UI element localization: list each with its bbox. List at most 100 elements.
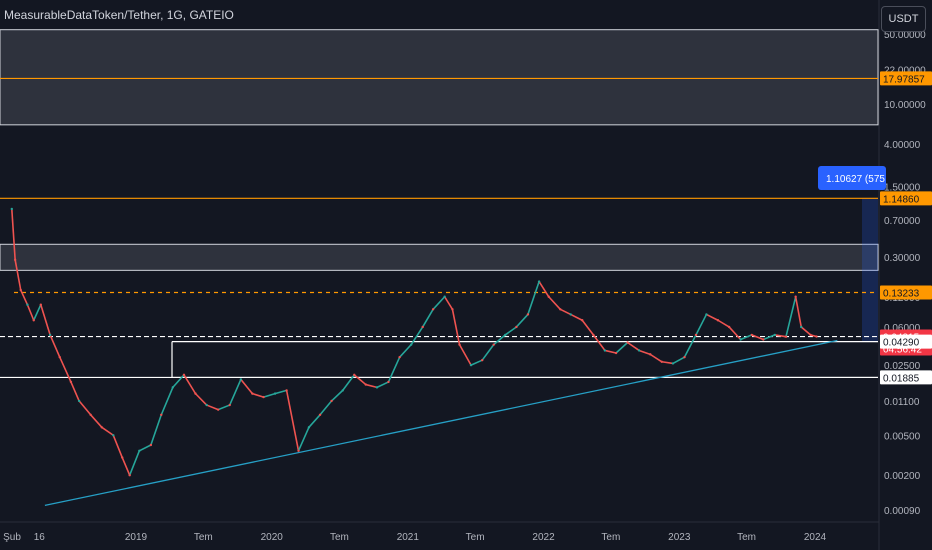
price-point: [341, 389, 344, 392]
price-segment: [228, 379, 242, 406]
price-tag-bg: [880, 370, 932, 385]
price-point: [727, 325, 731, 329]
price-point: [307, 426, 311, 429]
symbol-title: MeasurableDataToken/Tether, 1G, GATEIO: [4, 8, 234, 22]
price-segment: [387, 356, 401, 383]
price-segment: [172, 374, 185, 388]
price-tag-label: 0.01885: [883, 373, 920, 384]
currency-button[interactable]: USDT: [881, 6, 926, 32]
price-point: [421, 325, 424, 329]
price-point: [784, 335, 788, 338]
zone-rect-1: [0, 243, 879, 271]
price-point: [614, 351, 618, 355]
price-point: [492, 343, 495, 346]
price-point: [809, 333, 812, 337]
price-point: [364, 383, 368, 386]
price-tag-bg: [880, 71, 932, 86]
x-tick-label: Tem: [737, 532, 756, 543]
y-tick-label: 0.02500: [884, 361, 921, 372]
price-segment: [774, 334, 787, 338]
price-segment: [49, 334, 61, 358]
price-tag-bg: [880, 285, 932, 300]
price-point: [515, 325, 518, 329]
price-tag-label: 0.04290: [883, 338, 920, 349]
price-segment: [19, 289, 29, 306]
measure-band: [862, 198, 878, 342]
price-tag-0: 17.97857: [880, 71, 932, 86]
price-point: [273, 392, 277, 395]
price-segment: [183, 374, 197, 395]
price-segment: [194, 393, 208, 406]
price-segment: [160, 387, 174, 416]
y-tick-label: 22.00000: [884, 66, 926, 77]
price-segment: [548, 296, 561, 310]
price-segment: [740, 334, 753, 341]
x-tick-label: Tem: [194, 532, 213, 543]
price-tag-2: 0.13233: [880, 285, 932, 300]
price-tag-bg: [880, 334, 932, 349]
price-segment: [763, 334, 776, 341]
price-point: [39, 303, 43, 306]
price-tag-5: 0.01885: [880, 370, 932, 385]
price-segment: [515, 313, 529, 328]
price-segment: [728, 326, 742, 341]
price-point: [149, 443, 153, 447]
price-segment: [794, 296, 803, 328]
price-segment: [638, 349, 651, 356]
price-segment: [458, 344, 472, 366]
price-segment: [376, 381, 389, 389]
price-segment: [785, 296, 797, 337]
x-tick-label: 2022: [532, 532, 555, 543]
price-segment: [649, 353, 663, 363]
price-segment: [70, 381, 80, 402]
price-tag-4: 0.04290: [880, 334, 932, 349]
y-tick-label: 0.01100: [884, 397, 920, 408]
price-segment: [432, 296, 446, 310]
price-point: [694, 333, 698, 337]
y-tick-label: 0.00500: [884, 431, 921, 442]
y-tick-label: 0.00090: [884, 506, 921, 517]
price-point: [375, 386, 379, 389]
price-segment: [26, 304, 35, 321]
price-segment: [604, 349, 617, 354]
price-point: [285, 389, 288, 392]
y-tick-label: 1.50000: [884, 183, 921, 194]
price-segment: [33, 304, 42, 321]
price-point: [128, 473, 131, 477]
x-tick-label: Şub: [3, 532, 21, 543]
x-tick-label: 2024: [804, 532, 827, 543]
price-point: [216, 408, 220, 411]
price-point: [112, 434, 115, 437]
price-point: [559, 308, 562, 311]
x-tick-label: 2021: [397, 532, 420, 543]
price-segment: [101, 426, 114, 436]
y-tick-label: 0.70000: [884, 216, 921, 227]
y-tick-label: 0.30000: [884, 253, 921, 264]
price-point: [569, 313, 572, 316]
price-point: [683, 355, 686, 359]
price-point: [297, 449, 300, 453]
price-point: [182, 373, 186, 377]
price-segment: [706, 313, 719, 321]
price-segment: [121, 457, 131, 476]
price-segment: [672, 356, 685, 365]
price-point: [649, 353, 652, 356]
x-tick-label: Tem: [466, 532, 485, 543]
price-segment: [206, 404, 219, 411]
price-point: [480, 358, 484, 362]
price-point: [171, 386, 175, 389]
price-segment: [559, 308, 572, 316]
price-segment: [410, 326, 424, 346]
price-segment: [538, 281, 550, 298]
price-series: [10, 207, 818, 477]
y-tick-label: 4.00000: [884, 140, 921, 151]
price-point: [69, 380, 73, 384]
price-point: [762, 338, 765, 341]
price-segment: [274, 389, 287, 395]
y-tick-label: 0.00200: [884, 471, 921, 482]
price-point: [705, 313, 708, 316]
price-tag-label: 1.14860: [883, 194, 920, 205]
price-segment: [240, 378, 254, 395]
price-point: [194, 392, 197, 395]
